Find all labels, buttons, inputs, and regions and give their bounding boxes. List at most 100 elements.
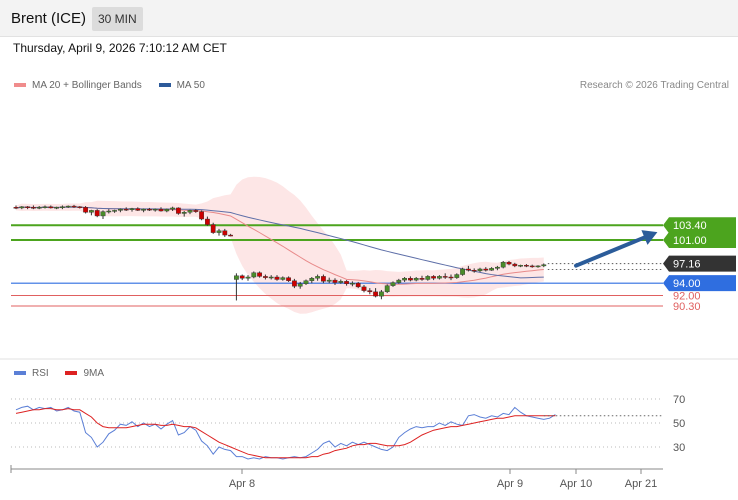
forecast-arrow (574, 230, 658, 268)
candle-body (332, 279, 338, 283)
candle-body (489, 268, 494, 271)
candle-body (263, 276, 268, 278)
candle-body (431, 276, 436, 279)
candle-body (524, 265, 529, 267)
candle (222, 228, 228, 237)
candle-body (529, 265, 535, 268)
candle-body (541, 264, 547, 267)
timeframe-badge[interactable]: 30 MIN (92, 7, 143, 31)
candle-body (454, 274, 460, 278)
candle-body (268, 276, 274, 279)
candle (175, 207, 181, 215)
candle-body (48, 206, 54, 209)
candle (233, 273, 239, 301)
x-tick-label: Apr 9 (497, 478, 523, 490)
candle-body (350, 282, 355, 285)
legend-item-rsi: RSI (14, 368, 49, 379)
candle-body (384, 285, 390, 293)
candle-body (500, 262, 506, 268)
candle (396, 278, 402, 284)
candle (280, 276, 286, 281)
candle (199, 210, 204, 221)
candle-body (13, 207, 19, 209)
candle (367, 288, 373, 295)
candle-body (100, 211, 106, 217)
candle (379, 289, 384, 300)
candle (355, 281, 361, 289)
candle (419, 275, 425, 281)
candle (489, 267, 494, 271)
level-tag-94.00 (663, 275, 736, 292)
candle-body (123, 208, 129, 211)
candle (535, 265, 541, 268)
candle-body (65, 205, 71, 208)
x-tick-label: Apr 21 (625, 478, 657, 490)
candle (512, 262, 518, 268)
candle-body (77, 206, 83, 208)
candle (338, 279, 344, 284)
candle-body (257, 272, 262, 277)
candle-body (379, 291, 384, 297)
candle (303, 279, 309, 286)
instrument-title: Brent (ICE) (11, 10, 87, 27)
candle (483, 267, 489, 272)
candle (332, 278, 338, 286)
level-label-92.00: 92.00 (673, 291, 701, 303)
candle-body (535, 265, 541, 268)
candle-body (233, 275, 239, 280)
candle-body (390, 282, 396, 286)
rsi-tick-50: 50 (673, 418, 685, 430)
candle (48, 205, 54, 209)
rsi-tick-70: 70 (673, 394, 685, 406)
candle-body (251, 272, 257, 278)
candle (42, 205, 48, 209)
legend-ma20-label: MA 20 + Bollinger Bands (32, 80, 142, 91)
candle-body (326, 279, 332, 282)
candle (245, 275, 251, 281)
candle-body (36, 207, 42, 209)
legend-item-ma20: MA 20 + Bollinger Bands (14, 80, 142, 91)
candle (263, 274, 268, 280)
rsi-ma-line (15, 408, 556, 459)
candle-body (106, 210, 112, 213)
x-tick-label: Apr 10 (560, 478, 592, 490)
level-label-94.00: 94.00 (673, 278, 701, 290)
timestamp: Thursday, April 9, 2026 7:10:12 AM CET (13, 41, 227, 55)
candle (193, 209, 199, 213)
candle (257, 271, 262, 278)
candle (425, 275, 431, 281)
candle-body (396, 279, 402, 283)
candle-body (146, 208, 152, 211)
candle (268, 275, 274, 280)
candle (477, 267, 483, 273)
ma50-swatch (158, 83, 171, 88)
candle (204, 216, 210, 226)
candle-body (239, 275, 245, 279)
ma50-line (15, 206, 544, 279)
candle-body (31, 207, 36, 209)
header-bar: Brent (ICE) 30 MIN (0, 0, 738, 37)
rsi-ma-swatch (65, 371, 78, 376)
candle-body (164, 208, 170, 212)
candle (88, 209, 94, 216)
candle-body (466, 268, 471, 271)
level-label-97.16: 97.16 (673, 259, 701, 271)
candle (448, 274, 454, 281)
price-legend: MA 20 + Bollinger Bands MA 50 (14, 80, 219, 91)
candle-body (228, 234, 233, 237)
candle-body (413, 278, 419, 281)
candle-body (437, 276, 442, 279)
candle-body (448, 276, 454, 279)
level-tag-101.00 (663, 232, 736, 248)
candle (251, 271, 257, 279)
candle (228, 233, 233, 237)
candle (25, 206, 30, 210)
candle (454, 273, 460, 279)
candle-body (315, 276, 320, 279)
candle (471, 268, 477, 273)
candle-body (216, 230, 222, 233)
candle-body (83, 207, 89, 213)
candle (361, 285, 367, 293)
